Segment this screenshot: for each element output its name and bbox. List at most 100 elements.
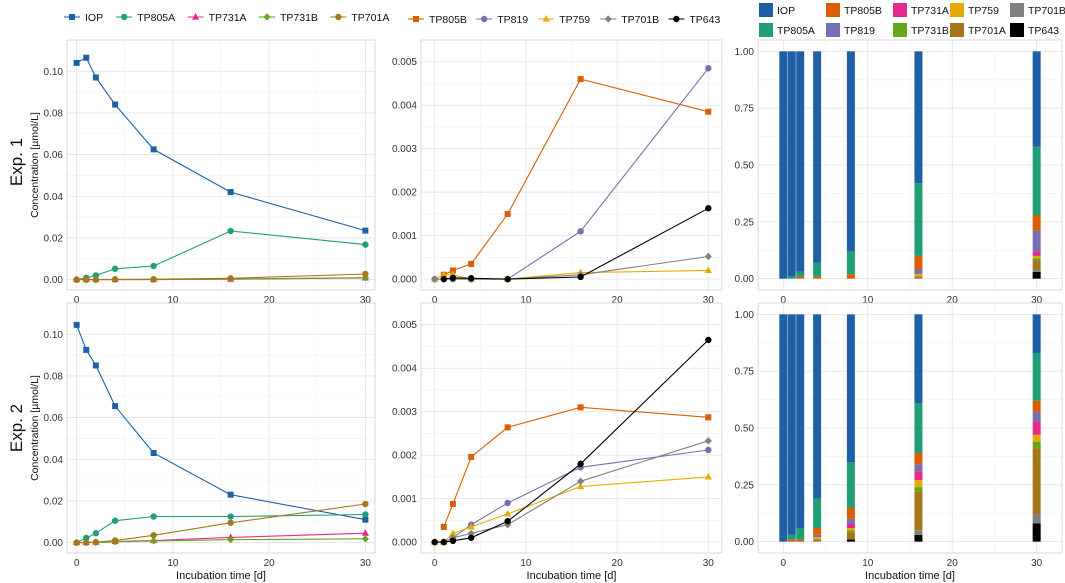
bar-segment-iop: [813, 314, 822, 499]
y-tick-label: 0.50: [735, 424, 755, 435]
legend-item-tp805a: TP805A: [116, 12, 175, 24]
data-point: [449, 267, 456, 274]
x-tick-label: 20: [947, 558, 959, 569]
y-tick-label: 0.08: [44, 108, 64, 119]
data-point: [362, 270, 369, 278]
x-tick-label: 10: [862, 295, 874, 306]
legend-item-tp731a: TP731A: [893, 3, 949, 17]
bar-segment-iop: [787, 314, 796, 535]
bar-segment-iop: [846, 51, 855, 252]
x-tick-label: 10: [862, 558, 874, 569]
data-point: [361, 529, 369, 536]
bar-segment-tp731a: [914, 471, 923, 481]
data-point: [504, 509, 512, 517]
panel-exp2-middle: 0 10 20 30 0.000 0.001 0.002 0.003 0.004 0.005 Inc…: [392, 302, 723, 582]
x-tick-label: 20: [612, 558, 624, 569]
row-label-exp2: Exp. 2: [7, 404, 26, 452]
bar-segment-tp759: [914, 480, 923, 488]
x-axis-title: Incubation time [d]: [176, 570, 266, 582]
legend-marker: [604, 15, 612, 23]
data-point: [83, 534, 90, 542]
legend-label: IOP: [777, 5, 795, 17]
y-tick-label: 0.000: [392, 538, 417, 549]
bar-segment-tp701b: [1032, 269, 1041, 272]
y-tick-label: 0.001: [392, 231, 417, 242]
series-tp805b: [440, 76, 712, 278]
y-tick-label: 1.00: [735, 310, 755, 321]
data-point: [467, 522, 475, 530]
data-point: [73, 59, 80, 66]
data-point: [705, 414, 712, 421]
panel-border: [420, 39, 723, 291]
data-point: [704, 437, 712, 445]
panel-border: [757, 39, 1063, 291]
bar-segment-tp805b: [846, 507, 855, 519]
data-point: [362, 500, 369, 508]
legend-marker: [69, 14, 75, 20]
data-point: [704, 472, 712, 480]
panel-exp1-middle: 0 10 20 30 0.000 0.001 0.002 0.003 0.004 0.005: [392, 39, 723, 306]
x-tick-label: 10: [520, 558, 532, 569]
legend-label: TP731B: [911, 25, 949, 37]
bar-segment-tp759: [846, 528, 855, 531]
data-point: [150, 275, 157, 283]
data-point: [449, 537, 457, 545]
data-point: [362, 241, 369, 248]
legend-marker: [335, 13, 342, 21]
y-tick-label: 0.00: [735, 537, 755, 548]
legend-label: TP731A: [209, 12, 247, 24]
x-tick-label: 0: [781, 295, 787, 306]
legend-item-tp731a: TP731A: [187, 12, 247, 24]
x-tick-label: 0: [74, 558, 80, 569]
bar-segment-tp805b: [914, 255, 923, 270]
grid: [421, 40, 722, 290]
y-tick-label: 0.02: [44, 496, 64, 507]
bar-segment-tp759: [813, 537, 822, 540]
x-tick-label: 20: [264, 295, 276, 306]
legend-marker: [192, 13, 200, 20]
data-point: [150, 532, 157, 539]
data-point: [449, 529, 457, 537]
bar-segment-iop: [914, 51, 923, 184]
legend-item-tp805b: TP805B: [826, 3, 882, 17]
bar-segment-tp805b: [787, 539, 796, 542]
x-tick-label: 0: [432, 295, 438, 306]
series-tp701a: [73, 500, 369, 546]
legend-swatch: [950, 23, 964, 37]
data-point: [440, 523, 447, 530]
data-point: [73, 539, 80, 546]
data-point: [440, 270, 448, 278]
bar-segment-tp701a: [914, 491, 923, 531]
panel-border: [66, 302, 376, 554]
bar-segment-tp819: [1032, 230, 1041, 252]
bar-segment-tp731a: [846, 523, 855, 528]
y-tick-label: 0.25: [735, 217, 755, 228]
y-tick-label: 0.50: [735, 161, 755, 172]
x-tick-label: 20: [612, 295, 624, 306]
data-point: [227, 519, 234, 526]
data-point: [577, 460, 584, 468]
bar-segment-tp643: [846, 539, 855, 542]
bar-segment-tp731a: [1032, 251, 1041, 256]
series-tp805a: [73, 511, 369, 546]
data-point: [504, 210, 511, 217]
legend-marker: [413, 16, 419, 22]
legend-marker: [673, 15, 680, 23]
y-tick-label: 0.000: [392, 275, 417, 286]
legend-swatch: [1010, 3, 1024, 17]
series-tp643: [440, 205, 712, 283]
x-tick-label: 20: [264, 558, 276, 569]
data-point: [111, 517, 119, 524]
data-point: [83, 539, 90, 546]
data-point: [83, 346, 90, 353]
legend-item-tp701a: TP701A: [950, 23, 1006, 37]
legend-item-iop: IOP: [64, 12, 103, 24]
data-point: [577, 482, 585, 490]
legend-label: TP805B: [429, 14, 467, 26]
legend-item-iop: IOP: [759, 3, 795, 17]
data-point: [705, 205, 712, 212]
bar-segment-iop: [914, 314, 923, 403]
x-tick-label: 30: [703, 295, 715, 306]
y-tick-label: 1.00: [735, 47, 755, 58]
data-point: [227, 513, 234, 520]
